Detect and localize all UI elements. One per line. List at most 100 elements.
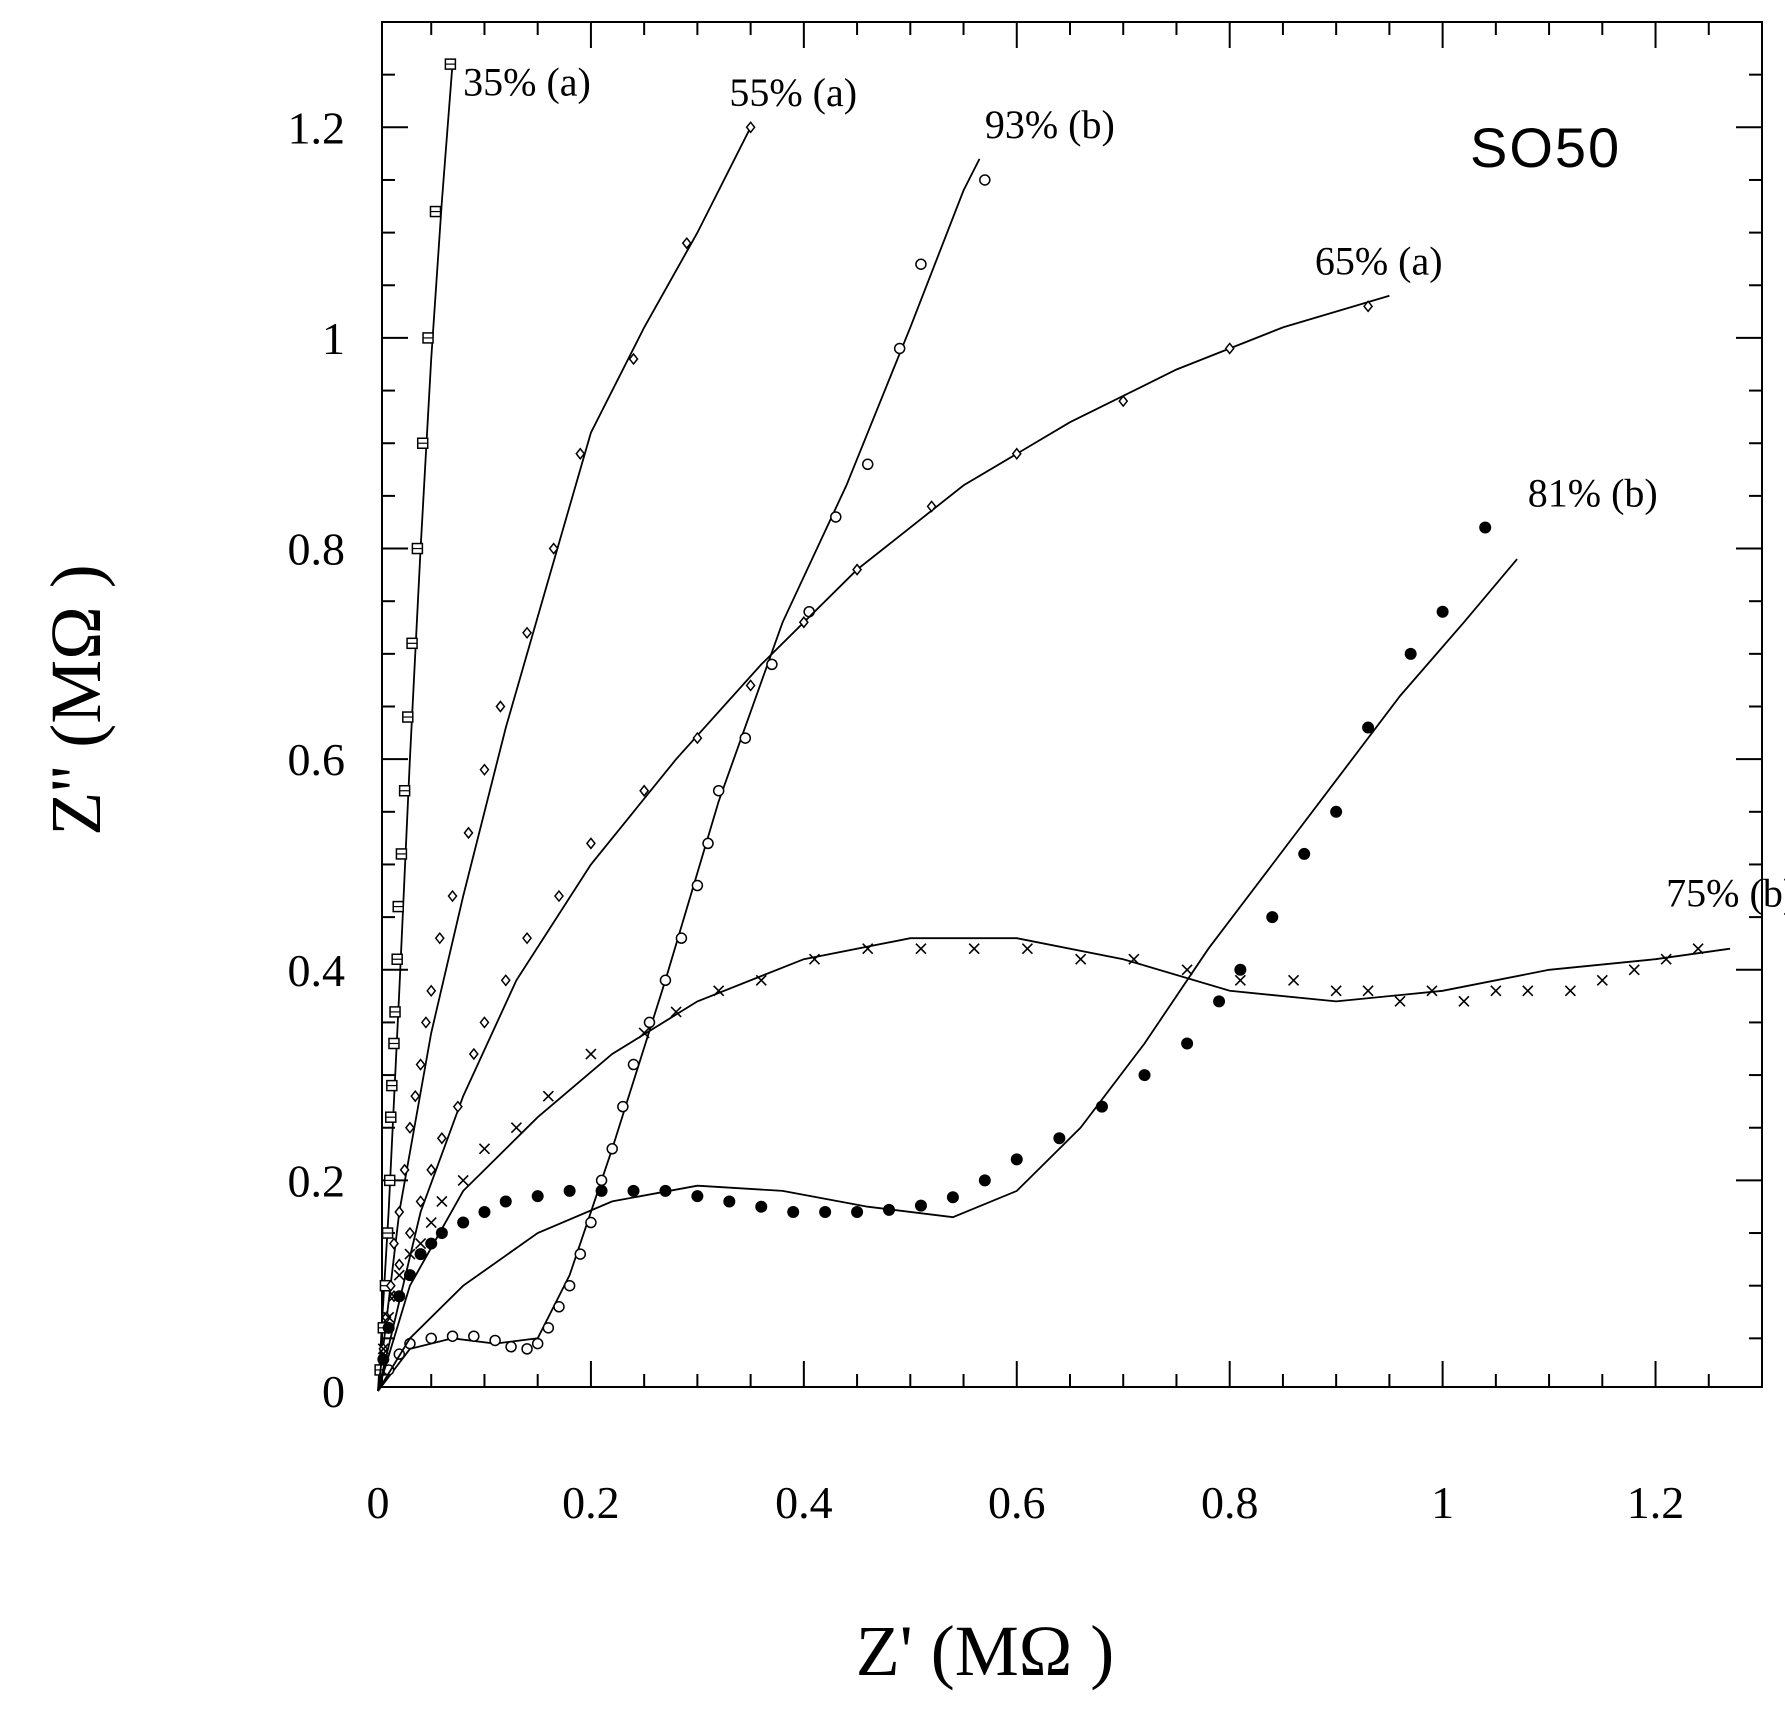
data-point [1138, 1069, 1151, 1082]
data-point [1010, 1153, 1023, 1166]
data-point [1628, 964, 1640, 976]
data-point [585, 1048, 597, 1060]
data-point [1458, 995, 1470, 1007]
fit-line [377, 937, 1731, 1392]
data-point [452, 1100, 463, 1113]
data-point [377, 1343, 389, 1355]
data-point [926, 500, 937, 513]
data-point [468, 1047, 479, 1061]
data-point [1596, 974, 1608, 986]
data-point [595, 1184, 608, 1197]
data-point [787, 1205, 800, 1218]
data-point [522, 626, 533, 639]
fit-line [377, 64, 454, 1392]
data-point [531, 1190, 544, 1203]
data-point [1692, 943, 1704, 955]
data-point [495, 700, 506, 713]
data-point [739, 732, 752, 744]
data-point [723, 1195, 736, 1208]
x-tick-label: 0.6 [988, 1477, 1046, 1528]
data-point [382, 1321, 395, 1334]
data-point [563, 1279, 576, 1292]
data-point [1266, 911, 1279, 924]
data-point [670, 1006, 682, 1018]
data-point [766, 658, 778, 671]
data-point [883, 1203, 896, 1216]
data-point [968, 943, 980, 955]
data-point [979, 174, 991, 186]
fit-line [377, 126, 752, 1392]
data-point [819, 1205, 832, 1218]
data-point [434, 931, 445, 945]
series-group: 75% (b) [377, 871, 1785, 1392]
data-point [563, 1184, 576, 1197]
data-point [595, 1174, 608, 1187]
data-point [1095, 1100, 1108, 1113]
data-point [617, 1100, 629, 1113]
data-point [489, 1334, 501, 1347]
data-point [404, 1248, 416, 1260]
data-point [479, 1016, 490, 1029]
data-point [1075, 953, 1087, 965]
y-tick-label: 0.6 [288, 734, 346, 785]
data-point [627, 1058, 640, 1071]
series-label: 75% (b) [1666, 871, 1785, 916]
series-group: 65% (a) [377, 239, 1443, 1392]
data-point [862, 943, 874, 955]
data-point [425, 1332, 437, 1345]
axis-ticks [382, 22, 1762, 1387]
data-point [403, 1269, 416, 1282]
y-tick-label: 0 [322, 1366, 345, 1417]
data-point [574, 1248, 587, 1260]
data-point [531, 1337, 544, 1350]
data-point [702, 837, 714, 850]
data-point [755, 1200, 768, 1213]
data-point [457, 1174, 469, 1186]
data-point [851, 1205, 864, 1218]
data-point [893, 342, 906, 355]
data-point [425, 1216, 437, 1229]
data-point [436, 1195, 448, 1208]
data-point [1522, 985, 1534, 997]
data-point [388, 1290, 400, 1302]
data-point [628, 352, 639, 366]
data-point [659, 1184, 672, 1197]
data-point [946, 1191, 959, 1204]
data-point [643, 1016, 656, 1029]
data-point [914, 1199, 927, 1212]
data-point [803, 605, 815, 618]
y-tick-label: 0.2 [288, 1155, 346, 1206]
data-point [830, 511, 842, 523]
data-point [1298, 847, 1311, 860]
data-point [1234, 974, 1246, 986]
data-point [479, 763, 490, 776]
data-point [457, 1216, 470, 1229]
data-point [745, 679, 756, 692]
chart-title: SO50 [1470, 116, 1621, 179]
x-tick-label: 1 [1431, 1477, 1454, 1528]
data-point [1224, 342, 1235, 355]
series-label: 55% (a) [729, 70, 857, 115]
data-point [1479, 521, 1492, 534]
data-point [1181, 964, 1193, 976]
data-point [978, 1174, 991, 1187]
y-tick-label: 0.4 [288, 945, 346, 996]
data-point [478, 1205, 491, 1218]
data-point [393, 1269, 405, 1281]
data-point [447, 889, 458, 903]
data-point [394, 1205, 405, 1219]
data-point [1288, 974, 1300, 986]
data-point [627, 1184, 640, 1197]
data-point [415, 1195, 426, 1208]
data-point [399, 1163, 410, 1177]
data-point [692, 731, 703, 745]
data-point [1234, 963, 1247, 976]
data-point [446, 1330, 459, 1342]
data-point [394, 1258, 405, 1271]
data-point [521, 1343, 533, 1355]
x-tick-label: 0.8 [1201, 1477, 1259, 1528]
data-point [575, 447, 586, 460]
series-group: 81% (b) [377, 470, 1658, 1392]
data-point [435, 1227, 448, 1240]
data-point [691, 1190, 704, 1203]
